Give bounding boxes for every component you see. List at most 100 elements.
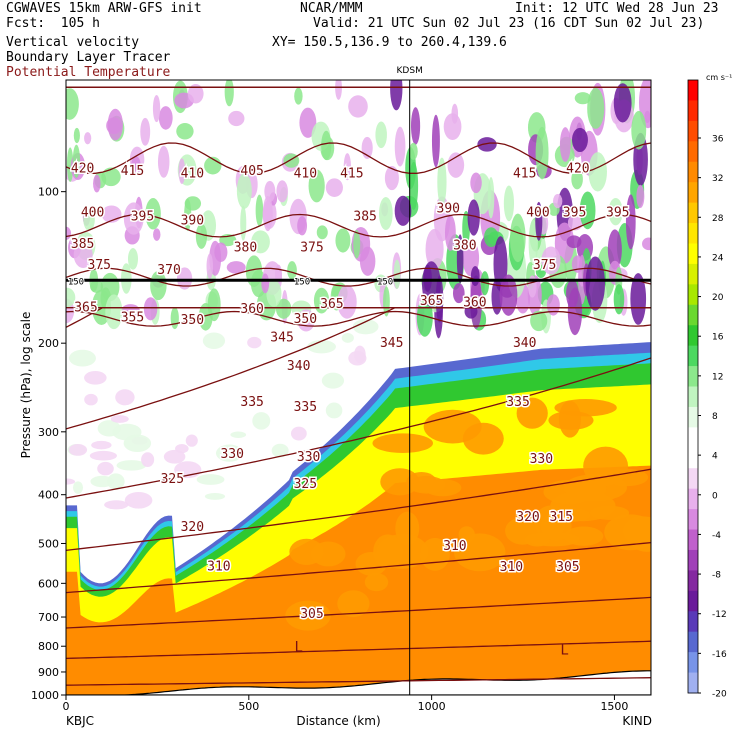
colorbar-label: 20	[712, 293, 724, 303]
colorbar-swatch	[688, 366, 698, 387]
y-tick-label: 900	[38, 666, 59, 679]
wave-cell	[150, 270, 167, 301]
forecast-hour: Fcst: 105 h	[6, 16, 100, 31]
axes: 100 200 300 400 500 600 700 800 900 1000 0 500 1000 1…	[19, 79, 652, 728]
terrain	[66, 670, 651, 695]
wave-cell	[530, 310, 548, 332]
wave-cell	[394, 126, 406, 167]
left-endpoint-label: KBJC	[66, 714, 94, 728]
wave-cell	[224, 80, 234, 107]
isentrope-label: 345	[380, 336, 403, 351]
colorbar-swatch	[688, 447, 698, 469]
wave-cell	[124, 492, 153, 509]
isentrope-label: 330	[530, 452, 553, 467]
wave-cell	[271, 443, 289, 458]
wave-cell	[554, 222, 575, 264]
x-tick-label: 1500	[600, 700, 628, 713]
colorbar-swatch	[688, 141, 698, 163]
wave-cell	[636, 184, 645, 209]
colorbar-swatch	[688, 590, 698, 612]
isentrope-label: 345	[270, 331, 293, 346]
isentrope-label: 360	[463, 295, 486, 310]
colorbar-swatch	[688, 182, 698, 204]
tropopause-label: 150	[377, 277, 393, 287]
isentrope-label: 335	[506, 395, 529, 410]
wave-cell	[247, 336, 262, 349]
wave-cell	[378, 196, 393, 231]
wave-cell	[66, 88, 79, 120]
wave-cell	[467, 199, 480, 236]
y-tick-label: 300	[38, 426, 59, 439]
wave-cell	[409, 142, 418, 160]
boundary-layer-band	[66, 465, 651, 695]
init-time: Init: 12 UTC Wed 28 Jun 23	[515, 1, 719, 16]
isentrope-label: 415	[513, 166, 536, 181]
wave-cell	[176, 267, 193, 290]
wave-cell	[153, 228, 161, 241]
wave-cell	[631, 110, 647, 150]
wave-cell	[613, 284, 625, 315]
wave-cell	[535, 201, 543, 241]
model-title: CGWAVES 15km ARW-GFS init	[6, 1, 202, 16]
wave-cell	[121, 263, 132, 294]
isentrope-label: 340	[513, 336, 536, 351]
colorbar-label: 16	[712, 333, 724, 343]
colorbar-label: 0	[712, 491, 718, 501]
wave-cell	[66, 287, 76, 308]
wave-cell	[470, 266, 480, 286]
colorbar-swatch	[688, 284, 698, 306]
isentrope-line	[66, 357, 651, 499]
wave-cell	[375, 121, 387, 149]
plot-area	[66, 80, 651, 695]
isentrope-label: 420	[566, 162, 589, 177]
tracer-patch	[462, 422, 504, 455]
wave-cell	[335, 80, 342, 100]
wave-cell	[251, 230, 270, 254]
wave-cell	[196, 474, 225, 485]
isentrope-line	[66, 310, 651, 327]
wave-cell	[335, 228, 351, 253]
wave-cell	[72, 144, 81, 178]
cross-section-coords: XY= 150.5,136.9 to 260.4,139.6	[272, 35, 507, 50]
tracer-patch	[583, 446, 629, 486]
low-label: L	[560, 642, 568, 658]
colorbar-swatch	[688, 223, 698, 244]
wave-cell	[206, 253, 214, 280]
y-tick-label: 100	[38, 186, 59, 199]
wave-cell	[131, 156, 141, 175]
field-potential-temperature: Potential Temperature	[6, 65, 171, 80]
wave-cell	[255, 194, 264, 227]
wave-cell	[579, 191, 596, 230]
colorbar-label: 24	[712, 253, 724, 263]
isentrope-label: 410	[294, 166, 317, 181]
y-tick-label: 500	[38, 537, 59, 550]
wave-cell	[348, 95, 368, 118]
isentrope-label: 330	[220, 447, 243, 462]
colorbar-label: -8	[712, 571, 721, 581]
isentrope-line	[66, 267, 651, 287]
wave-cell	[72, 481, 84, 494]
isentrope-label: 410	[181, 166, 204, 181]
tracer-patch	[364, 572, 389, 592]
tracer-patch	[516, 397, 548, 429]
wave-cell	[571, 127, 588, 153]
isentrope-label: 365	[320, 297, 343, 312]
wave-cell	[535, 126, 549, 180]
tropopause-label: 150	[68, 277, 84, 287]
wave-cell	[66, 478, 76, 485]
wave-cell	[642, 237, 651, 251]
wave-cell	[447, 152, 465, 178]
wave-cell	[141, 452, 155, 468]
wave-cell	[425, 228, 444, 270]
y-tick-label: 400	[38, 489, 59, 502]
wave-cell	[236, 173, 252, 209]
tracer-patch	[355, 551, 387, 576]
isentrope-line	[66, 541, 651, 594]
wave-cell	[409, 161, 419, 210]
wave-cell	[152, 94, 161, 123]
wave-cell	[185, 434, 198, 447]
wave-cell	[123, 202, 144, 235]
wave-cell	[553, 194, 563, 209]
wave-cell	[608, 198, 623, 226]
